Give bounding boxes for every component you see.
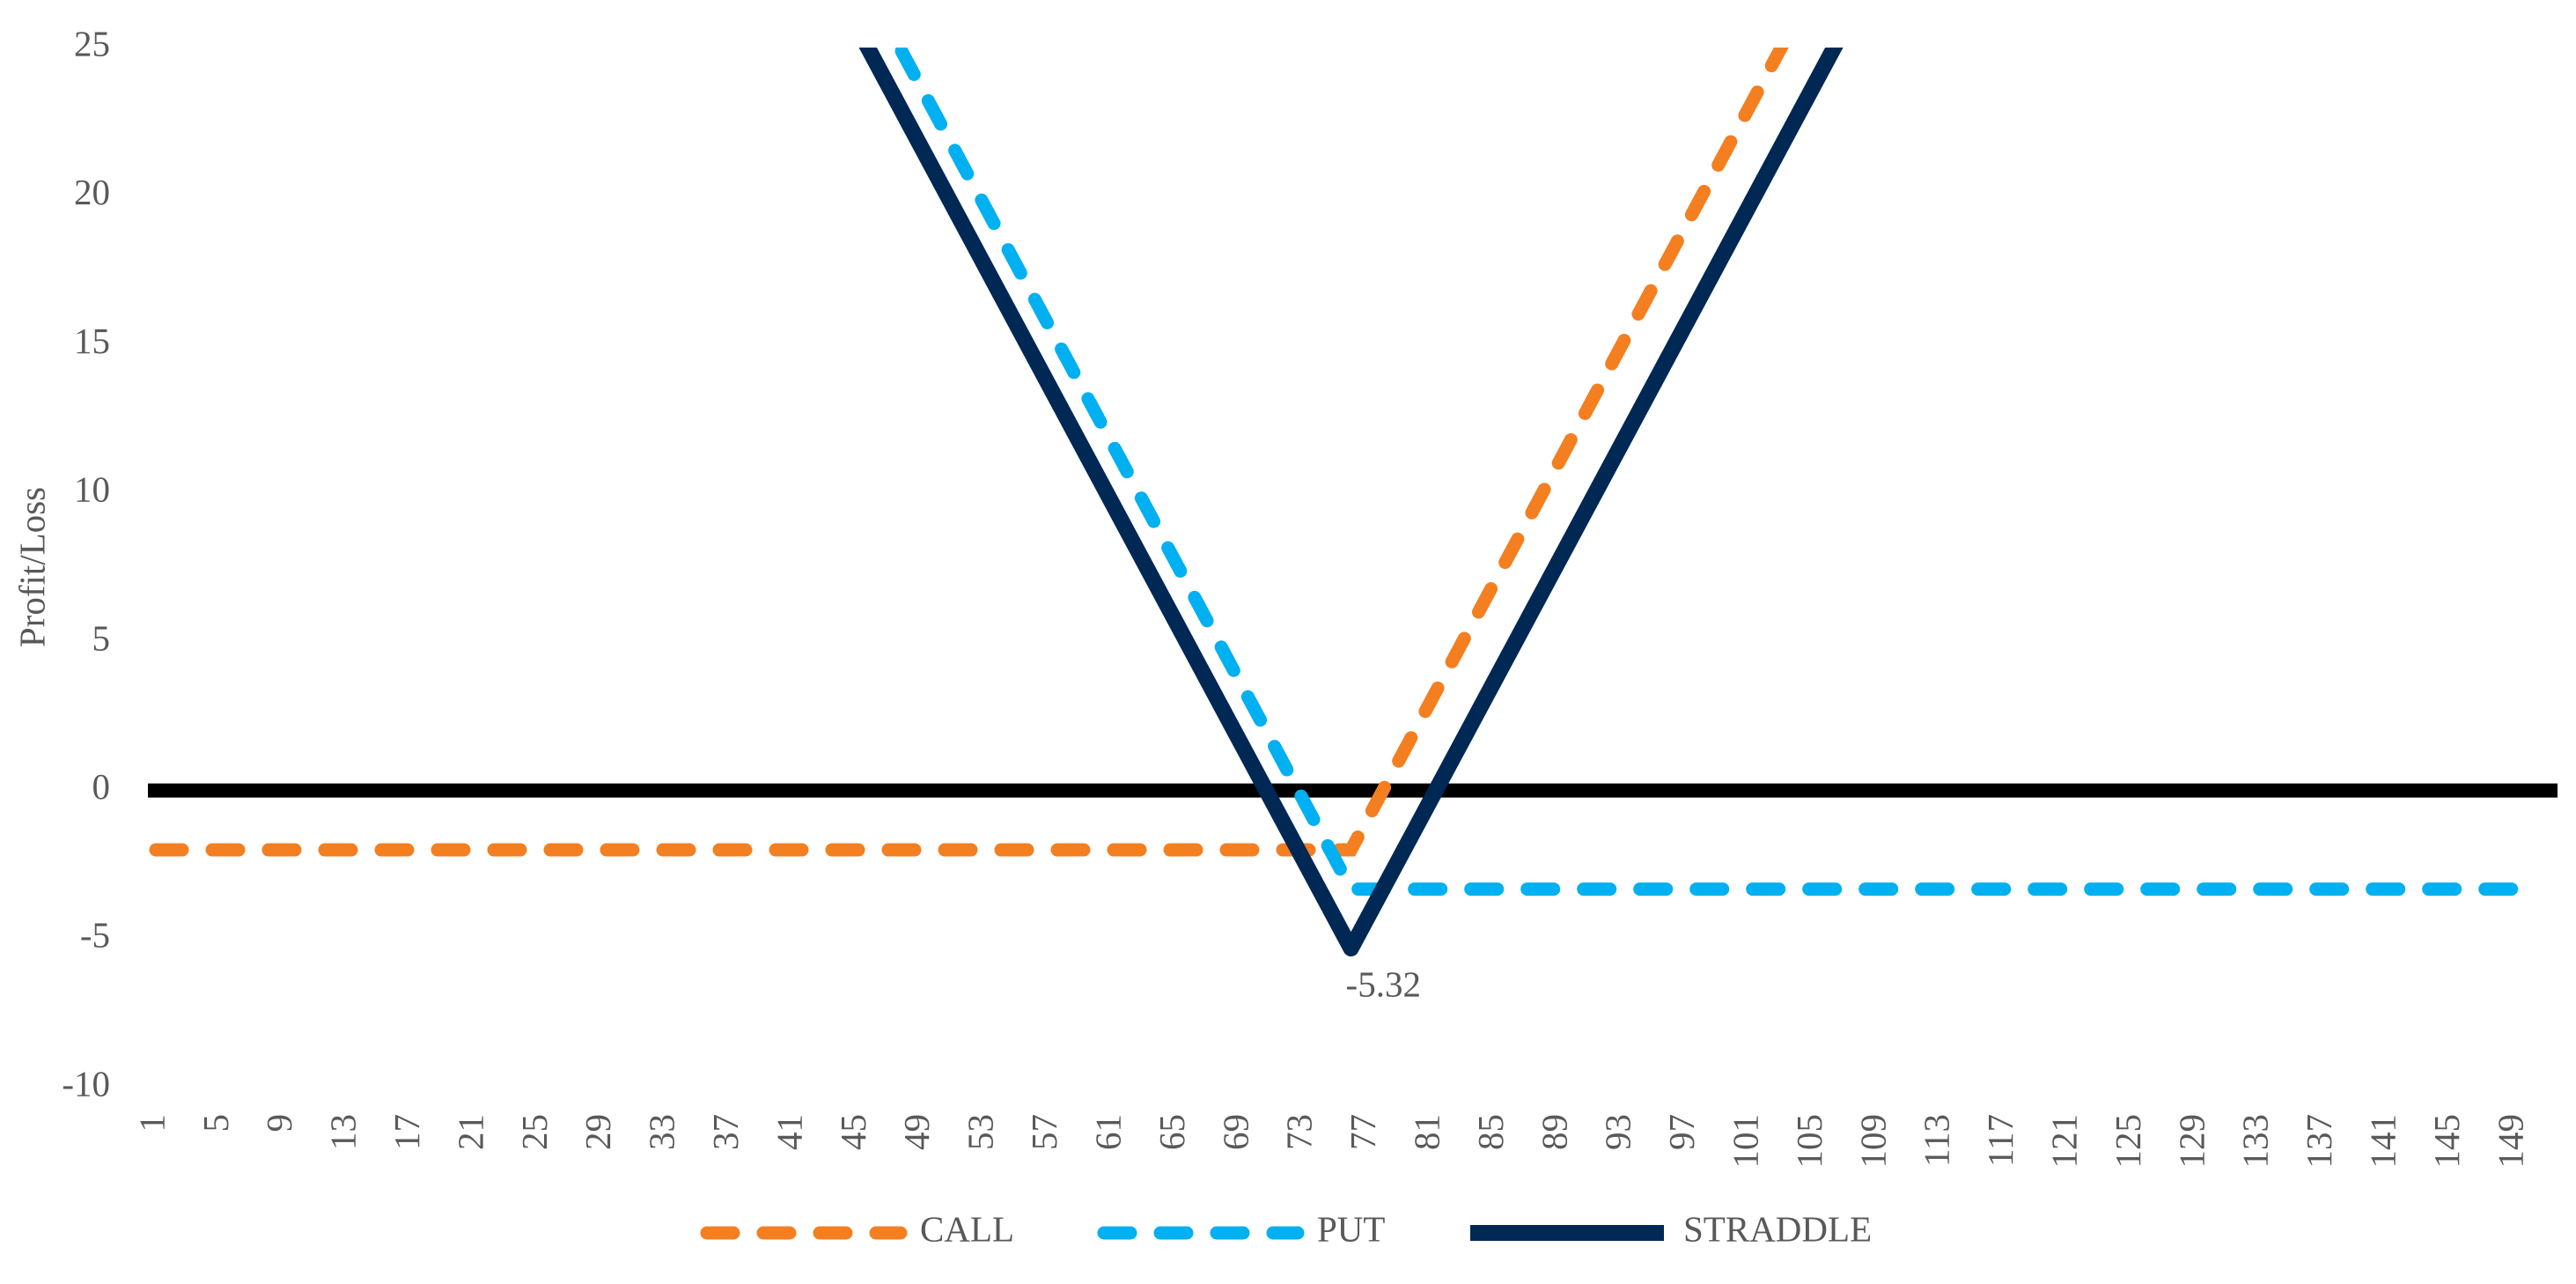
plot-area	[149, 48, 2537, 957]
x-tick-label: 41	[769, 1114, 809, 1150]
x-tick-label: 69	[1215, 1114, 1255, 1150]
legend-label: PUT	[1317, 1208, 1385, 1249]
x-tick-label: 37	[705, 1114, 746, 1150]
x-tick-label: 65	[1152, 1114, 1192, 1150]
x-tick-label: 133	[2235, 1114, 2276, 1169]
x-tick-label: 141	[2363, 1114, 2403, 1169]
x-tick-label: 5	[195, 1114, 236, 1133]
x-tick-label: 113	[1917, 1114, 1957, 1167]
x-tick-label: 29	[578, 1114, 618, 1150]
x-tick-label: 101	[1725, 1114, 1765, 1169]
x-tick-label: 25	[514, 1114, 555, 1150]
y-tick-label: 15	[74, 321, 110, 361]
x-tick-label: 105	[1789, 1114, 1829, 1169]
x-tick-label: 17	[386, 1114, 427, 1150]
x-tick-label: 145	[2426, 1114, 2467, 1169]
x-tick-label: 45	[833, 1114, 873, 1150]
x-tick-label: 49	[896, 1114, 937, 1150]
x-tick-label: 13	[323, 1114, 364, 1150]
y-tick-label: 5	[92, 617, 111, 658]
y-tick-label: 10	[74, 469, 110, 510]
x-tick-label: 9	[259, 1114, 299, 1133]
x-tick-label: 57	[1024, 1114, 1064, 1150]
x-tick-label: 97	[1661, 1114, 1702, 1150]
y-tick-label: 20	[74, 172, 110, 212]
x-tick-label: 125	[2108, 1114, 2148, 1169]
x-tick-label: 109	[1852, 1114, 1893, 1169]
series-line	[858, 48, 1844, 957]
data-label: -5.32	[1346, 963, 1421, 1004]
legend-label: CALL	[920, 1208, 1014, 1249]
y-tick-label: 25	[74, 23, 110, 63]
y-tick-label: 0	[92, 766, 111, 807]
x-tick-label: 121	[2043, 1114, 2084, 1169]
x-tick-label: 1	[131, 1114, 172, 1133]
x-tick-label: 81	[1406, 1114, 1446, 1150]
x-tick-label: 33	[642, 1114, 682, 1150]
x-tick-label: 89	[1534, 1114, 1574, 1150]
x-tick-label: 77	[1343, 1114, 1383, 1150]
x-tick-label: 73	[1279, 1114, 1320, 1150]
y-tick-label: -5	[80, 915, 110, 956]
x-tick-label: 129	[2171, 1114, 2212, 1169]
series-line	[149, 48, 1789, 857]
x-tick-label: 53	[960, 1114, 1001, 1150]
x-tick-label: 149	[2490, 1114, 2530, 1169]
y-axis-title: Profit/Loss	[11, 487, 52, 647]
x-tick-label: 61	[1087, 1114, 1128, 1150]
x-tick-label: 117	[1980, 1114, 2020, 1167]
x-tick-label: 137	[2299, 1114, 2339, 1169]
y-tick-label: -10	[62, 1063, 110, 1103]
legend-label: STRADDLE	[1683, 1208, 1872, 1249]
series-line	[892, 48, 2537, 897]
x-tick-label: 93	[1598, 1114, 1638, 1150]
x-tick-label: 21	[450, 1114, 490, 1150]
x-tick-label: 85	[1470, 1114, 1511, 1150]
